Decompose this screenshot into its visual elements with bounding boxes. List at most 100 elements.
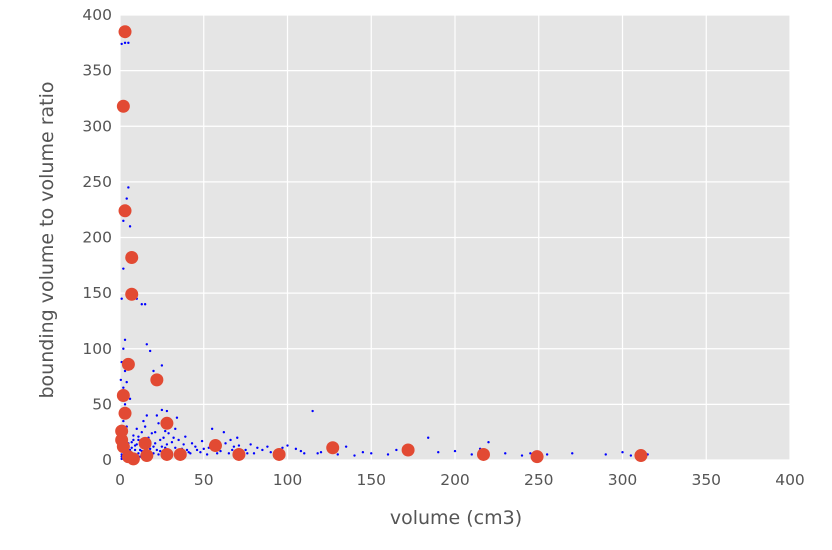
small-data-point — [529, 452, 532, 455]
large-data-point — [401, 443, 415, 457]
small-data-point — [125, 197, 128, 200]
small-data-point — [123, 369, 127, 373]
y-tick-label: 150 — [82, 284, 112, 302]
small-data-point — [303, 452, 306, 455]
small-data-point — [127, 186, 130, 189]
small-data-point — [160, 408, 164, 412]
tick-labels: 0 50 100 150 200 250 300 350 400 0 50 100 150 200 250 3… — [82, 6, 804, 489]
small-data-point — [125, 380, 128, 384]
grid-lines — [119, 14, 791, 461]
small-data-point — [219, 449, 222, 453]
small-data-point — [160, 364, 164, 367]
large-data-point — [116, 99, 130, 113]
large-data-point — [116, 388, 130, 402]
large-data-point — [208, 439, 222, 453]
large-data-point — [118, 204, 132, 218]
small-data-point — [386, 453, 390, 456]
small-data-point — [249, 443, 252, 446]
small-data-point — [195, 448, 199, 452]
small-data-point — [256, 446, 259, 449]
small-data-point — [344, 445, 348, 448]
small-data-point — [162, 436, 165, 439]
small-data-point — [470, 453, 473, 456]
small-data-point — [152, 369, 155, 373]
large-data-point — [530, 450, 544, 464]
small-data-point — [200, 439, 204, 443]
small-data-point — [319, 451, 323, 454]
small-data-point — [165, 443, 169, 446]
small-data-point — [142, 419, 145, 423]
large-data-point — [126, 452, 140, 466]
x-tick-label: 350 — [691, 471, 721, 489]
small-data-point — [246, 452, 249, 455]
small-data-point — [194, 445, 197, 448]
small-data-point — [370, 452, 373, 455]
y-tick-label: 50 — [92, 395, 112, 413]
x-tick-label: 200 — [440, 471, 470, 489]
small-data-point — [629, 454, 633, 457]
large-data-point — [121, 357, 135, 371]
x-tick-label: 50 — [194, 471, 214, 489]
small-data-point — [286, 444, 289, 447]
small-data-point — [174, 446, 177, 449]
y-tick-label: 200 — [82, 229, 112, 247]
small-data-point — [159, 449, 162, 453]
y-tick-label: 350 — [82, 62, 112, 80]
small-data-point — [299, 449, 303, 453]
small-data-point — [153, 430, 157, 434]
small-data-point — [122, 267, 125, 270]
x-axis-label: volume (cm3) — [390, 507, 522, 529]
small-data-point — [130, 446, 133, 449]
small-data-point — [184, 435, 187, 438]
small-data-point — [185, 448, 189, 452]
small-data-point — [294, 447, 298, 451]
x-tick-label: 250 — [524, 471, 554, 489]
small-data-point — [153, 442, 157, 445]
large-data-point — [160, 416, 174, 430]
small-data-point — [148, 349, 152, 353]
small-data-point — [155, 414, 159, 417]
small-data-point — [174, 427, 177, 431]
small-data-point — [361, 451, 365, 454]
small-data-point — [210, 427, 214, 431]
large-data-point — [326, 441, 340, 455]
y-tick-label: 400 — [82, 6, 112, 24]
small-data-point — [170, 441, 174, 444]
small-data-point — [155, 448, 159, 452]
small-data-point — [152, 445, 155, 448]
small-data-point — [222, 430, 226, 434]
x-tick-label: 300 — [608, 471, 638, 489]
small-data-point — [177, 438, 180, 442]
large-data-point — [118, 406, 132, 420]
small-data-point — [140, 430, 143, 434]
large-data-point — [118, 25, 132, 39]
small-data-point — [164, 429, 167, 433]
small-data-point — [148, 447, 152, 451]
small-data-point — [182, 443, 185, 446]
small-data-point — [132, 438, 135, 442]
small-data-point — [311, 409, 314, 413]
x-tick-label: 100 — [273, 471, 303, 489]
y-axis-label: bounding volume to volume ratio — [36, 81, 58, 398]
small-data-point — [545, 453, 549, 456]
small-data-point — [143, 303, 147, 306]
large-data-point — [634, 449, 648, 463]
large-data-point — [125, 287, 139, 301]
large-data-point — [160, 447, 174, 461]
small-data-point — [150, 432, 154, 435]
small-data-point — [137, 452, 140, 455]
small-data-point — [237, 444, 241, 447]
small-data-point — [269, 451, 272, 454]
small-data-point — [604, 453, 607, 456]
small-data-point — [123, 403, 127, 406]
large-data-point — [150, 373, 164, 387]
small-data-point — [172, 436, 175, 439]
small-data-point — [145, 343, 148, 346]
small-data-point — [135, 427, 138, 431]
small-data-point — [266, 445, 269, 448]
small-data-point — [205, 453, 209, 456]
small-data-point — [133, 444, 137, 447]
small-data-point — [571, 452, 574, 455]
small-data-point — [128, 225, 132, 228]
